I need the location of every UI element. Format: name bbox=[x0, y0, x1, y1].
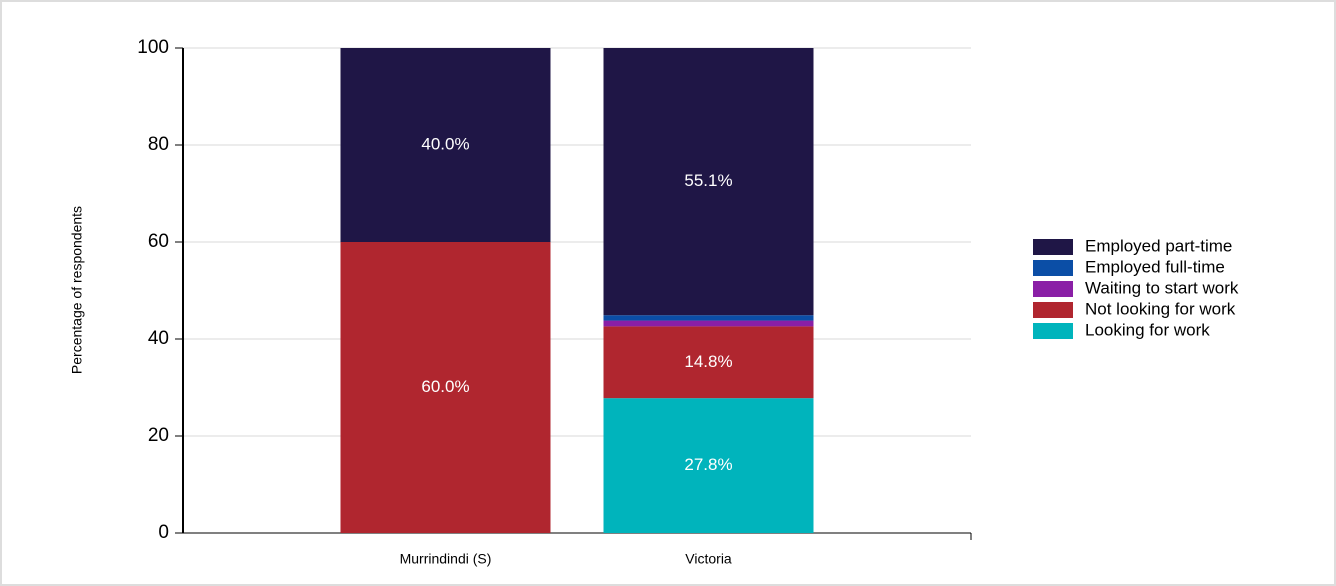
y-tick-label: 100 bbox=[137, 37, 169, 58]
legend-swatch bbox=[1033, 239, 1073, 255]
legend-swatch bbox=[1033, 281, 1073, 297]
y-tick-label: 80 bbox=[148, 134, 169, 155]
x-tick-label: Murrindindi (S) bbox=[400, 551, 492, 567]
legend-swatch bbox=[1033, 260, 1073, 276]
legend-swatch bbox=[1033, 323, 1073, 339]
legend-label: Waiting to start work bbox=[1085, 278, 1239, 297]
data-label: 14.8% bbox=[684, 352, 732, 371]
y-axis-label: Percentage of respondents bbox=[69, 206, 85, 374]
bar-segment bbox=[603, 320, 814, 327]
y-tick-label: 40 bbox=[148, 328, 169, 349]
y-tick-label: 20 bbox=[148, 425, 169, 446]
bar-segment bbox=[340, 48, 551, 242]
x-tick-label: Victoria bbox=[685, 551, 732, 567]
bar-segment bbox=[603, 48, 814, 316]
bar-segment bbox=[603, 326, 814, 399]
data-label: 60.0% bbox=[421, 377, 469, 396]
legend-label: Not looking for work bbox=[1085, 299, 1236, 318]
y-tick-label: 0 bbox=[158, 522, 169, 543]
legend-label: Employed part-time bbox=[1085, 236, 1232, 255]
data-label: 27.8% bbox=[684, 455, 732, 474]
y-tick-label: 60 bbox=[148, 231, 169, 252]
data-label: 55.1% bbox=[684, 171, 732, 190]
bar-segment bbox=[603, 398, 814, 533]
bar-segment bbox=[603, 315, 814, 321]
legend-label: Employed full-time bbox=[1085, 257, 1225, 276]
legend-swatch bbox=[1033, 302, 1073, 318]
bar-segment bbox=[340, 242, 551, 533]
legend-label: Looking for work bbox=[1085, 320, 1210, 339]
data-label: 40.0% bbox=[421, 134, 469, 153]
